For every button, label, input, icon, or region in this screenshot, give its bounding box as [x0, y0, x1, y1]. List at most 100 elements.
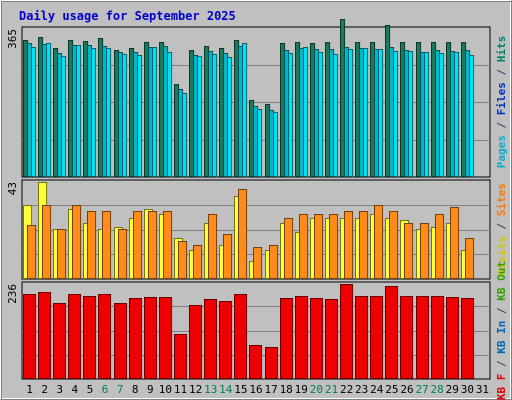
chart-title: Daily usage for September 2025: [19, 9, 236, 23]
bar-top-hits-day-12: [189, 50, 195, 177]
bar-top-files-day-26: [404, 50, 410, 177]
panel-middle: 43 Visits / Sites: [6, 179, 508, 280]
bar-bottom-kb-f-day-22: [340, 284, 354, 379]
bar-bottom-kb-f-day-3: [53, 303, 67, 379]
bar-bottom-kb-f-day-10: [159, 297, 173, 379]
day-label-15: 15: [234, 383, 247, 396]
bar-top-hits-day-19: [295, 42, 301, 177]
bar-top-pages-day-8: [137, 55, 143, 177]
bar-top-hits-day-4: [68, 40, 74, 177]
bar-middle-sites-day-24: [374, 205, 384, 279]
bar-top-pages-day-4: [76, 45, 82, 177]
bar-top-files-day-12: [193, 55, 199, 177]
bar-middle-sites-day-17: [269, 245, 279, 279]
series-files: [27, 43, 471, 177]
bar-bottom-kb-f-day-5: [83, 296, 97, 379]
bar-bottom-kb-f-day-28: [431, 296, 445, 379]
bar-top-files-day-25: [389, 47, 395, 177]
bar-top-hits-day-10: [159, 42, 165, 177]
bar-top-files-day-16: [253, 106, 259, 177]
series-label-bottom: KB F / KB In / KB Out: [495, 261, 508, 400]
bar-top-hits-day-24: [370, 42, 376, 177]
series-hits: [23, 19, 467, 177]
bar-top-hits-day-20: [310, 43, 316, 177]
bar-top-files-day-10: [163, 46, 169, 177]
day-label-6: 6: [102, 383, 109, 396]
bar-top-hits-day-29: [446, 42, 452, 177]
bar-top-pages-day-24: [378, 49, 384, 177]
label-part-bottom-2: KB In: [495, 321, 508, 354]
bar-bottom-kb-f-day-14: [219, 301, 233, 379]
max-label-bottom: 236: [6, 284, 19, 304]
label-part-bottom-0: KB F: [495, 374, 508, 400]
bar-top-hits-day-30: [461, 42, 467, 177]
bar-middle-sites-day-12: [193, 245, 203, 279]
bar-bottom-kb-f-day-25: [385, 286, 399, 379]
day-label-25: 25: [385, 383, 398, 396]
day-label-16: 16: [249, 383, 262, 396]
day-label-22: 22: [340, 383, 353, 396]
max-label-middle: 43: [6, 182, 19, 195]
bar-bottom-kb-f-day-15: [234, 294, 248, 379]
bar-middle-sites-day-26: [404, 223, 414, 279]
bar-middle-sites-day-14: [223, 234, 233, 279]
bar-top-hits-day-23: [355, 42, 361, 177]
bar-top-files-day-24: [374, 49, 380, 177]
bar-top-files-day-14: [223, 53, 229, 177]
label-part-bottom-4: KB Out: [495, 261, 508, 301]
label-part-top-2: Files: [495, 82, 508, 115]
bar-bottom-kb-f-day-8: [129, 298, 143, 379]
bar-top-hits-day-25: [385, 25, 391, 177]
day-label-19: 19: [295, 383, 308, 396]
bar-middle-sites-day-1: [27, 225, 37, 279]
day-label-10: 10: [159, 383, 172, 396]
bar-middle-sites-day-29: [450, 207, 460, 279]
bar-bottom-kb-f-day-13: [204, 299, 218, 379]
bar-top-files-day-8: [133, 52, 139, 177]
bar-top-pages-day-28: [439, 53, 445, 177]
bar-top-pages-day-9: [152, 47, 158, 177]
bar-bottom-kb-f-day-2: [38, 292, 52, 379]
bar-bottom-kb-f-day-21: [325, 299, 339, 379]
label-part-top-3: /: [495, 62, 508, 82]
bar-bottom-kb-f-day-4: [68, 294, 82, 379]
label-part-middle-1: /: [495, 216, 508, 236]
day-label-20: 20: [310, 383, 323, 396]
bar-top-pages-day-25: [393, 51, 399, 177]
bar-top-hits-day-18: [280, 43, 286, 177]
bar-top-pages-day-30: [469, 55, 475, 177]
label-part-middle-2: Sites: [495, 183, 508, 216]
bar-bottom-kb-f-day-29: [446, 297, 460, 379]
day-axis: 1 2 3 4 5 6 7 8 9 10 11 12 13 14 15 16 17 18 19 20 21 22 23 24 2…: [26, 383, 489, 396]
bar-bottom-kb-f-day-11: [174, 334, 188, 379]
bar-middle-sites-day-2: [42, 205, 52, 279]
bar-middle-sites-day-23: [359, 211, 369, 279]
day-label-17: 17: [264, 383, 277, 396]
panel-top: 365 Pages / Files / Hits: [6, 19, 508, 178]
label-part-bottom-3: /: [495, 301, 508, 321]
bar-bottom-kb-f-day-7: [114, 303, 128, 379]
bar-top-pages-day-29: [454, 52, 460, 177]
series-label-middle: Visits / Sites: [495, 183, 508, 276]
bar-middle-sites-day-9: [148, 211, 158, 279]
bar-bottom-kb-f-day-23: [355, 296, 369, 379]
bar-top-files-day-13: [208, 51, 214, 177]
bar-middle-sites-day-19: [299, 214, 309, 279]
bar-middle-sites-day-4: [72, 205, 82, 279]
day-label-18: 18: [280, 383, 293, 396]
day-label-11: 11: [174, 383, 187, 396]
bar-top-pages-day-26: [408, 51, 414, 177]
bar-top-files-day-29: [450, 51, 456, 177]
bar-top-hits-day-22: [340, 19, 346, 177]
day-label-24: 24: [370, 383, 384, 396]
bar-top-hits-day-3: [53, 48, 59, 177]
bar-top-pages-day-3: [61, 56, 67, 177]
day-label-28: 28: [431, 383, 444, 396]
bar-bottom-kb-f-day-12: [189, 305, 203, 379]
day-label-27: 27: [415, 383, 428, 396]
bar-top-pages-day-23: [363, 48, 369, 177]
label-part-bottom-1: /: [495, 354, 508, 374]
bar-top-pages-day-27: [424, 52, 430, 177]
bar-top-files-day-5: [87, 45, 93, 177]
bar-top-files-day-23: [359, 48, 365, 177]
